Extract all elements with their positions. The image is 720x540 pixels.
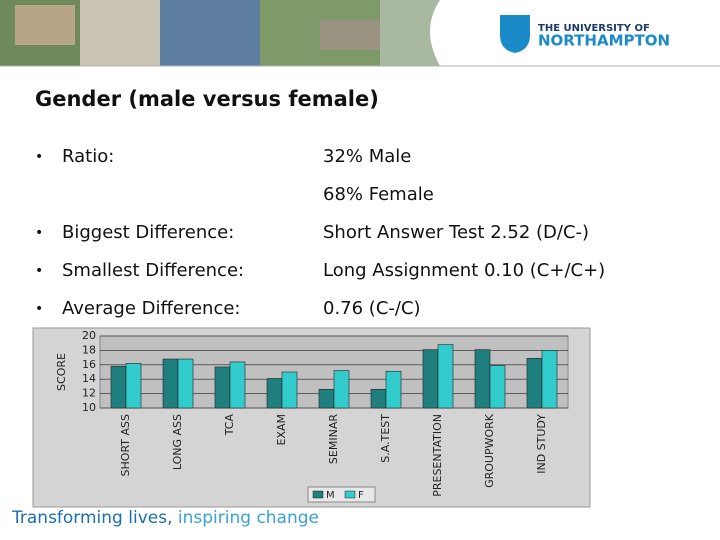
bar xyxy=(266,378,283,409)
y-tick-label: 12 xyxy=(82,387,96,400)
bullet-list: • Ratio: 32% Male 68% Female • Biggest Differ… xyxy=(35,146,605,319)
bar xyxy=(318,388,335,409)
row-value: 68% Female xyxy=(323,184,434,205)
bar xyxy=(526,358,543,409)
bar xyxy=(229,361,246,409)
row-value: 32% Male xyxy=(323,146,411,167)
bullet: • xyxy=(35,149,43,165)
row-label: Ratio: xyxy=(62,146,114,167)
row-label: Smallest Difference: xyxy=(62,260,244,281)
x-tick-label: PRESENTATION xyxy=(431,414,444,497)
y-axis-label: SCORE xyxy=(55,353,68,391)
bar xyxy=(422,349,439,409)
x-tick-label: EXAM xyxy=(275,414,288,446)
bar xyxy=(541,350,558,409)
x-tick-label: TCA xyxy=(223,414,236,437)
bar xyxy=(437,344,454,409)
y-tick-label: 14 xyxy=(82,372,96,385)
bar xyxy=(125,363,142,409)
bar xyxy=(214,366,231,409)
legend-swatch xyxy=(312,490,324,499)
x-tick-label: SEMINAR xyxy=(327,414,340,464)
legend-label: F xyxy=(358,490,364,501)
bar xyxy=(333,370,350,409)
y-tick-label: 16 xyxy=(82,358,96,371)
bullet: • xyxy=(35,263,43,279)
bullet: • xyxy=(35,301,43,317)
bar xyxy=(474,349,491,409)
bar xyxy=(489,365,506,409)
y-tick-label: 20 xyxy=(82,329,96,342)
legend-label: M xyxy=(326,490,335,501)
bullet: • xyxy=(35,225,43,241)
x-tick-label: S.A.TEST xyxy=(379,414,392,463)
y-tick-label: 18 xyxy=(82,343,96,356)
row-label: Biggest Difference: xyxy=(62,222,234,243)
footer-part2: inspiring change xyxy=(178,508,319,528)
legend-swatch xyxy=(344,490,356,499)
row-value: Long Assignment 0.10 (C+/C+) xyxy=(323,260,605,281)
legend-box xyxy=(307,486,376,503)
logo-line1: THE UNIVERSITY OF xyxy=(538,23,650,34)
x-tick-label: IND STUDY xyxy=(535,414,548,474)
bar xyxy=(281,371,298,409)
x-tick-label: GROUPWORK xyxy=(483,413,496,488)
header-photos xyxy=(0,0,440,66)
bar xyxy=(110,365,127,409)
logo-line2: NORTHAMPTON xyxy=(538,32,670,50)
x-tick-label: SHORT ASS xyxy=(119,414,132,476)
bar xyxy=(177,358,194,409)
footer: Transforming lives, inspiring change xyxy=(11,508,319,528)
footer-part1: Transforming lives, xyxy=(11,508,172,528)
logo-shield xyxy=(500,15,530,53)
row-value: 0.76 (C-/C) xyxy=(323,298,421,319)
y-tick-label: 10 xyxy=(82,401,96,414)
row-label: Average Difference: xyxy=(62,298,241,319)
x-tick-label: LONG ASS xyxy=(171,414,184,470)
bar xyxy=(370,388,387,409)
row-value: Short Answer Test 2.52 (D/C-) xyxy=(323,222,589,243)
slide-title: Gender (male versus female) xyxy=(35,87,379,111)
bar xyxy=(385,370,402,409)
bar xyxy=(162,358,179,409)
